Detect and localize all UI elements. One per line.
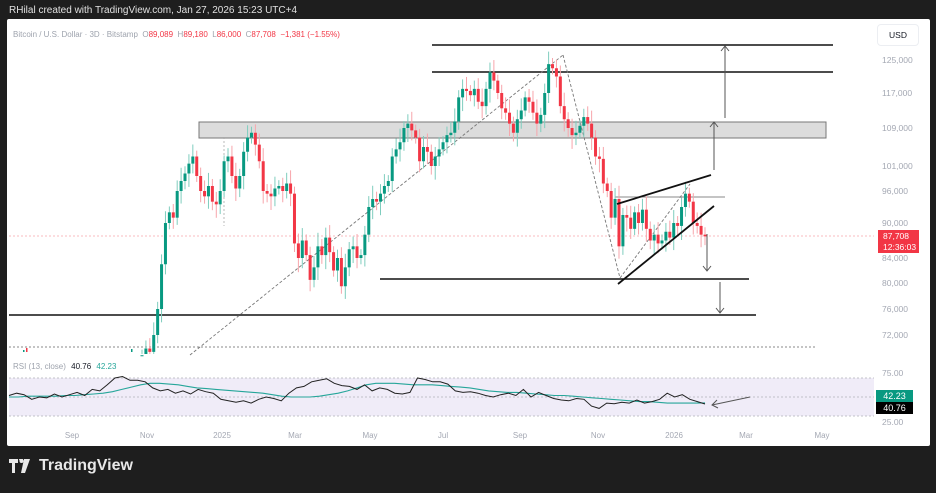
time-tick: May: [362, 431, 378, 440]
time-tick: Nov: [590, 431, 606, 440]
time-tick: 2026: [665, 431, 683, 440]
last-price-tag: 87,708 12:36:03: [878, 230, 919, 253]
wedge-upper-line[interactable]: [616, 174, 712, 205]
currency-button[interactable]: USD: [877, 24, 919, 46]
rsi-line: [8, 375, 706, 409]
time-tick: May: [814, 431, 830, 440]
bar-countdown: 12:36:03: [883, 241, 917, 252]
rsi-lower-tick: 25.00: [882, 417, 904, 427]
time-tick: Mar: [288, 431, 302, 440]
price-tick: 72,000: [882, 330, 908, 340]
time-tick: Mar: [739, 431, 753, 440]
price-tick: 76,000: [882, 304, 908, 314]
trend-line-wedge[interactable]: [619, 183, 691, 279]
price-tick: 84,000: [882, 253, 908, 263]
target-arrows[interactable]: [702, 45, 751, 409]
price-tick: 101,000: [882, 161, 913, 171]
high-value: 89,180: [183, 30, 208, 39]
open-value: 89,089: [148, 30, 174, 39]
price-tick: 125,000: [882, 55, 913, 65]
price-tick: 90,000: [882, 218, 908, 228]
time-tick: 2025: [213, 431, 231, 440]
time-tick: Sep: [512, 431, 528, 440]
close-value: 87,708: [251, 30, 276, 39]
price-tick: 117,000: [882, 88, 913, 98]
tradingview-logo-icon: [9, 459, 30, 473]
change-value: −1,381 (−1.55%): [280, 30, 340, 39]
time-tick: Jul: [437, 431, 449, 440]
rsi-value-tag: 40.76: [876, 402, 913, 414]
trend-line-falling[interactable]: [562, 54, 621, 279]
price-tick: 96,000: [882, 186, 908, 196]
chart-frame: [7, 19, 930, 446]
rsi-ma-line: [9, 382, 706, 404]
rsi-upper-tick: 75.00: [882, 368, 904, 378]
symbol-legend: Bitcoin / U.S. Dollar · 3D · Bitstamp O8…: [13, 30, 340, 39]
time-tick: Sep: [64, 431, 80, 440]
price-tick: 109,000: [882, 123, 913, 133]
wedge-lower-line[interactable]: [617, 205, 715, 285]
rsi-legend: RSI (13, close) 40.76 42.23: [13, 362, 117, 371]
rsi-ma-tag: 42.23: [876, 390, 913, 402]
candlesticks: [23, 51, 707, 357]
price-tick: 80,000: [882, 278, 908, 288]
symbol-name: Bitcoin / U.S. Dollar · 3D · Bitstamp: [13, 30, 138, 39]
author-attribution: RHilal created with TradingView.com, Jan…: [9, 5, 298, 16]
low-value: 86,000: [216, 30, 242, 39]
time-tick: Nov: [139, 431, 155, 440]
tradingview-logo[interactable]: TradingView: [9, 457, 133, 475]
